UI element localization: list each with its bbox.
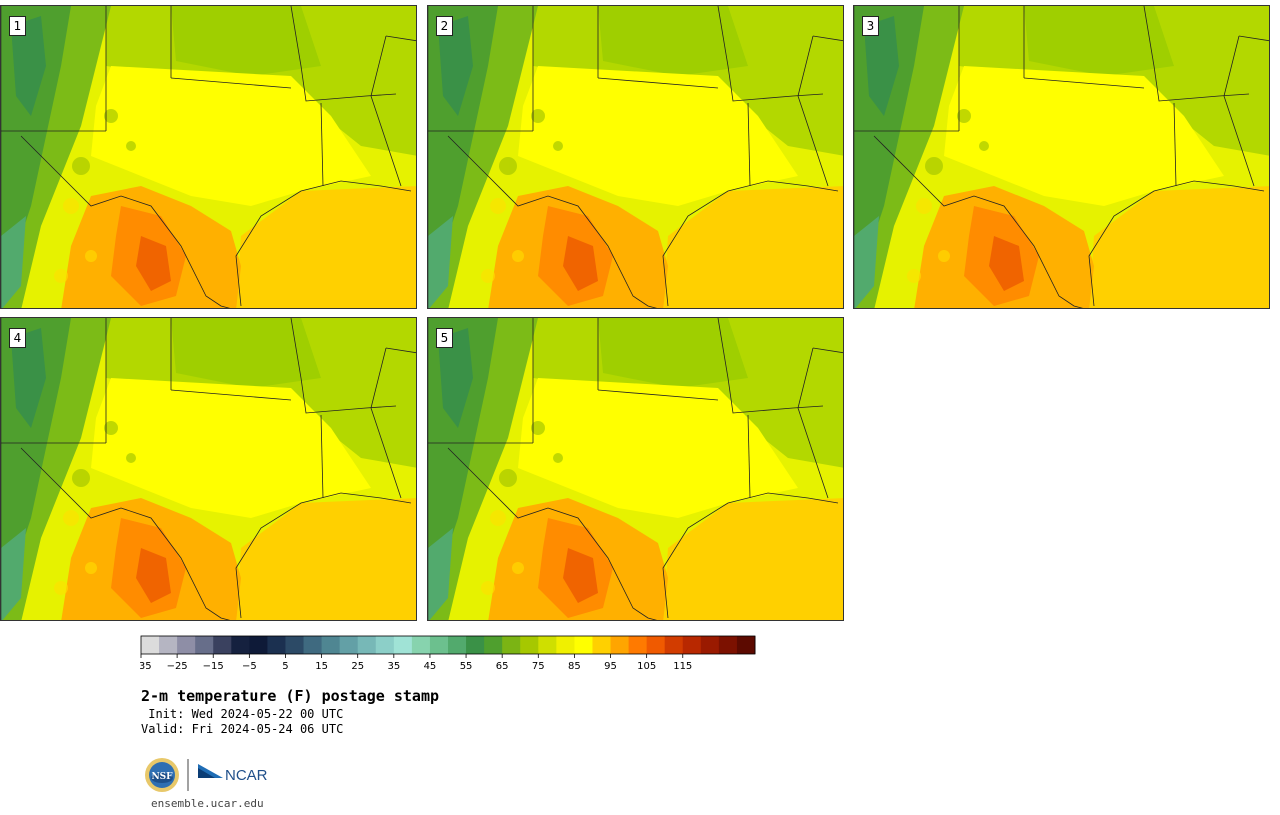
colorbar-tick-label: 25 xyxy=(351,661,364,672)
member-label-1: 1 xyxy=(9,16,26,36)
colorbar-bin xyxy=(664,636,684,654)
colorbar-bin xyxy=(195,636,214,654)
colorbar-bin xyxy=(610,636,630,654)
colorbar-tick-label: 95 xyxy=(604,661,617,672)
colorbar-bin xyxy=(592,636,612,654)
member-label-3: 3 xyxy=(862,16,879,36)
colorbar-bin xyxy=(700,636,720,654)
colorbar-tick-label: −15 xyxy=(203,661,224,672)
colorbar-tick-label: 5 xyxy=(282,661,288,672)
colorbar-bin xyxy=(159,636,178,654)
colorbar-bin xyxy=(736,636,756,654)
colorbar-bin xyxy=(502,636,521,654)
colorbar-tick-label: 35 xyxy=(387,661,400,672)
colorbar-tick-label: 105 xyxy=(637,661,656,672)
colorbar-bin xyxy=(213,636,232,654)
nsf-logo-icon: NSF xyxy=(145,758,179,792)
colorbar-bin xyxy=(357,636,377,654)
stamp-panel-3: 3 xyxy=(853,5,1270,309)
colorbar-bin xyxy=(520,636,539,654)
member-label-2: 2 xyxy=(436,16,453,36)
colorbar-bin xyxy=(375,636,395,654)
valid-time: Valid: Fri 2024-05-24 06 UTC xyxy=(141,722,344,736)
colorbar-tick-label: −25 xyxy=(167,661,188,672)
init-time: Init: Wed 2024-05-22 00 UTC xyxy=(141,707,344,721)
map-member-2 xyxy=(428,6,843,308)
colorbar-bin xyxy=(285,636,305,654)
colorbar-bin xyxy=(574,636,593,654)
colorbar-bin xyxy=(339,636,359,654)
colorbar-bin xyxy=(682,636,702,654)
stamp-panel-4: 4 xyxy=(0,317,417,621)
colorbar-tick-label: 75 xyxy=(532,661,545,672)
colorbar-bin xyxy=(303,636,323,654)
colorbar-tick-label: −35 xyxy=(140,661,152,672)
svg-text:NCAR: NCAR xyxy=(225,767,268,784)
colorbar-tick-label: 55 xyxy=(460,661,473,672)
colorbar-bin xyxy=(538,636,557,654)
stamp-panel-2: 2 xyxy=(427,5,844,309)
figure-title: 2-m temperature (F) postage stamp xyxy=(141,687,440,705)
ncar-logo-icon: NCAR xyxy=(198,764,268,784)
colorbar-bin xyxy=(249,636,268,654)
website-url: ensemble.ucar.edu xyxy=(151,797,264,810)
map-member-3 xyxy=(854,6,1269,308)
colorbar-bin xyxy=(718,636,738,654)
colorbar-tick-label: 15 xyxy=(315,661,328,672)
colorbar-tick-label: 65 xyxy=(496,661,509,672)
member-label-4: 4 xyxy=(9,328,26,348)
map-member-5 xyxy=(428,318,843,620)
colorbar-bin xyxy=(411,636,431,654)
colorbar-bin xyxy=(141,636,160,654)
colorbar-bin xyxy=(466,636,485,654)
colorbar-bin xyxy=(646,636,666,654)
temperature-colorbar: −35 −25 −15 −5 5 15 25 35 45 55 65 75 85 95 105 115 xyxy=(140,635,756,672)
colorbar-bin xyxy=(321,636,341,654)
colorbar-bin xyxy=(484,636,503,654)
colorbar-bin xyxy=(231,636,250,654)
map-member-4 xyxy=(1,318,416,620)
colorbar-tick-label: 115 xyxy=(673,661,692,672)
colorbar-bin xyxy=(429,636,449,654)
colorbar-bin xyxy=(177,636,196,654)
stamp-panel-1: 1 xyxy=(0,5,417,309)
colorbar-bin xyxy=(628,636,648,654)
colorbar-bin xyxy=(267,636,286,654)
colorbar-bin xyxy=(393,636,413,654)
stamp-panel-5: 5 xyxy=(427,317,844,621)
svg-text:NSF: NSF xyxy=(151,772,173,782)
colorbar-tick-label: 85 xyxy=(568,661,581,672)
nsf-ncar-logos: NSF NCAR xyxy=(145,758,268,792)
colorbar-bin xyxy=(556,636,575,654)
colorbar-bin xyxy=(448,636,467,654)
colorbar-tick-label: 45 xyxy=(424,661,437,672)
member-label-5: 5 xyxy=(436,328,453,348)
map-member-1 xyxy=(1,6,416,308)
colorbar-tick-label: −5 xyxy=(242,661,257,672)
